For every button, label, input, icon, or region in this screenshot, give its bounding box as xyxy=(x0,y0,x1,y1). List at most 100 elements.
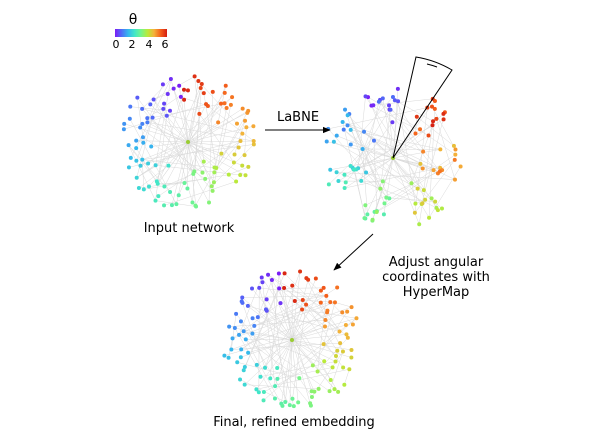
network-edge xyxy=(271,279,339,393)
network-node xyxy=(333,359,338,364)
network-edge xyxy=(143,174,229,190)
network-edge xyxy=(344,157,394,189)
network-node xyxy=(126,165,131,170)
network-edge xyxy=(291,339,352,358)
network-node xyxy=(296,400,301,405)
network-node xyxy=(362,216,367,221)
network-edge xyxy=(394,100,434,122)
network-edge xyxy=(328,106,433,130)
colorbar xyxy=(115,29,167,37)
network-node xyxy=(387,103,392,108)
network-node xyxy=(378,186,383,191)
network-node xyxy=(128,104,133,109)
network-node xyxy=(235,360,240,365)
network-node xyxy=(203,176,208,181)
network-node xyxy=(122,121,127,126)
network-node xyxy=(239,347,244,352)
network-node xyxy=(452,157,457,162)
network-node xyxy=(337,329,342,334)
network-hub-node xyxy=(290,338,294,342)
network-node xyxy=(240,163,245,168)
network-edge xyxy=(279,287,324,289)
network-node xyxy=(127,116,132,121)
network-hub-node xyxy=(186,140,190,144)
network-edge xyxy=(333,141,418,189)
network-node xyxy=(328,300,333,305)
colorbar-tick: 6 xyxy=(161,38,169,51)
network-edge xyxy=(187,87,201,143)
network-node xyxy=(245,303,250,308)
network-node xyxy=(387,196,392,201)
colorbar-tick: 2 xyxy=(128,38,136,51)
network-edge xyxy=(320,302,340,332)
network-edge xyxy=(224,318,357,356)
network-node xyxy=(141,140,146,145)
network-node xyxy=(429,196,434,201)
network-edge xyxy=(260,361,336,377)
network-node xyxy=(162,184,167,189)
network-node xyxy=(210,188,215,193)
network-node xyxy=(280,403,285,408)
network-edge xyxy=(317,337,349,372)
network-node xyxy=(162,203,167,208)
network-node xyxy=(426,133,431,138)
network-node xyxy=(374,209,379,214)
network-node xyxy=(174,202,179,207)
network-edge xyxy=(388,105,441,172)
network-edge xyxy=(291,326,326,341)
colorbar-tick: 4 xyxy=(145,38,153,51)
network-edge xyxy=(187,112,248,143)
network-edge xyxy=(187,141,215,183)
network-node xyxy=(342,382,347,387)
network-edge xyxy=(187,141,195,172)
network-node xyxy=(335,285,340,290)
network-node xyxy=(251,124,256,129)
network-edge xyxy=(329,351,344,392)
network-node xyxy=(273,384,278,389)
network-edge xyxy=(137,97,144,138)
network-node xyxy=(313,276,318,281)
network-edge xyxy=(187,141,203,173)
network-edge xyxy=(418,203,423,225)
network-node xyxy=(243,118,248,123)
network-node xyxy=(210,89,215,94)
network-edge xyxy=(187,141,222,154)
network-edge xyxy=(241,287,338,350)
network-node xyxy=(153,163,158,168)
network-node xyxy=(347,367,352,372)
network-edge xyxy=(349,113,390,199)
network-node xyxy=(238,355,243,360)
network-node xyxy=(308,401,313,406)
network-node xyxy=(336,389,341,394)
network-node xyxy=(388,107,393,112)
network-node xyxy=(392,98,397,103)
network-edge xyxy=(192,83,203,203)
network-node xyxy=(441,117,446,122)
network-edge xyxy=(234,120,246,155)
network-node xyxy=(332,300,337,305)
network-edge xyxy=(397,101,416,204)
network-node xyxy=(201,159,206,164)
network-node xyxy=(222,101,227,106)
network-edge xyxy=(187,104,207,143)
network-node xyxy=(458,164,463,169)
network-node xyxy=(263,365,268,370)
network-node xyxy=(420,201,425,206)
network-node xyxy=(292,299,297,304)
network-node xyxy=(431,119,436,124)
network-edge xyxy=(245,339,293,341)
network-node xyxy=(310,363,315,368)
network-edge xyxy=(243,288,280,371)
network-edge xyxy=(141,108,213,192)
network-node xyxy=(121,127,126,132)
network-node xyxy=(340,310,345,315)
network-node xyxy=(237,332,242,337)
network-node xyxy=(207,200,212,205)
network-edge xyxy=(392,157,425,191)
network-node xyxy=(370,217,375,222)
network-edge xyxy=(350,96,394,145)
network-node xyxy=(396,99,401,104)
network-node xyxy=(345,123,350,128)
network-edge xyxy=(330,157,394,171)
network-node xyxy=(433,199,438,204)
